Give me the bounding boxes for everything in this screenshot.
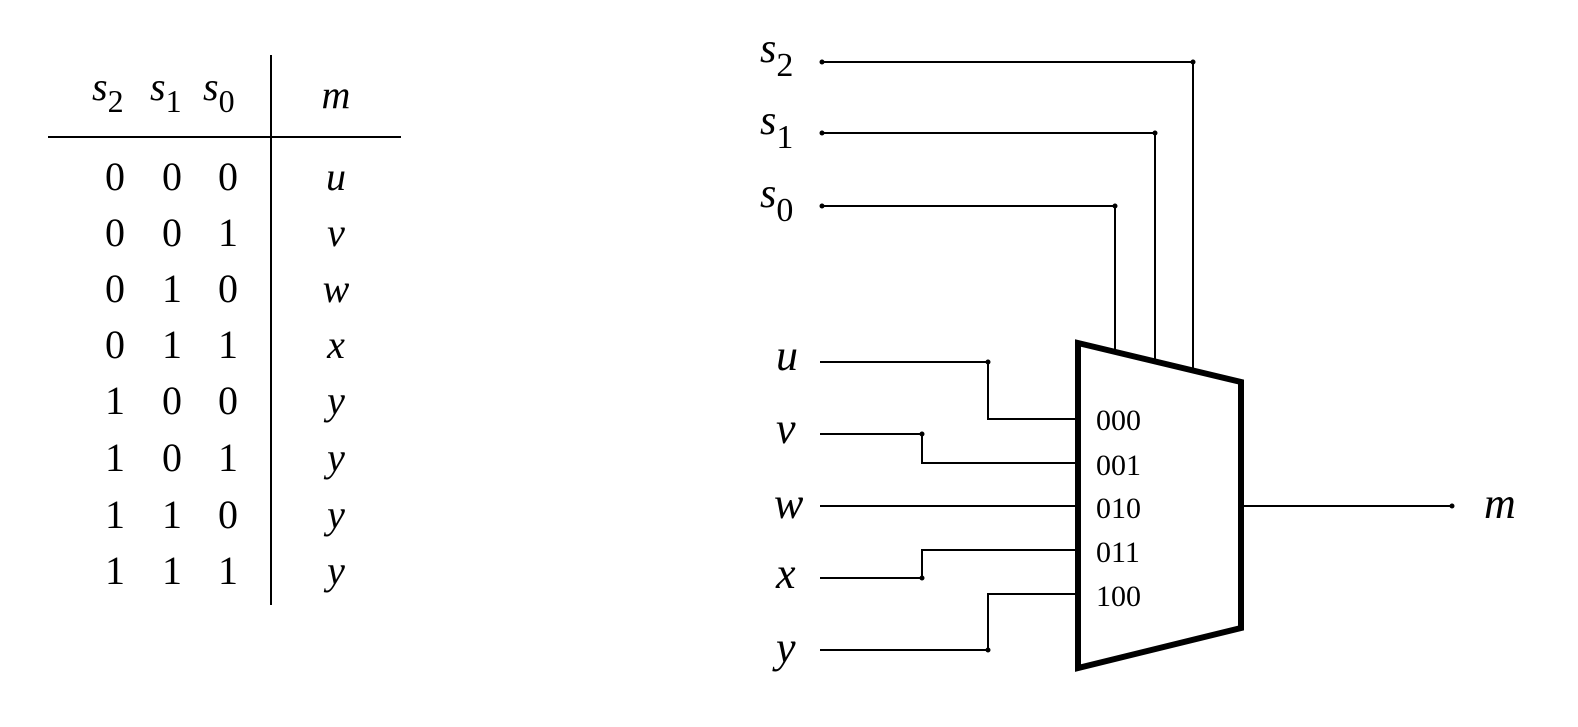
port-label-011: 011 xyxy=(1096,536,1140,569)
cell-s2: 1 xyxy=(105,435,125,480)
wire-v xyxy=(820,433,1078,464)
terminal-m xyxy=(1449,503,1455,509)
input-label-u: u xyxy=(776,331,798,380)
cell-s0: 1 xyxy=(218,548,238,593)
header-s0: s0 xyxy=(203,64,235,119)
cell-s0: 1 xyxy=(218,322,238,367)
cell-s1: 0 xyxy=(162,378,182,423)
cell-s1: 1 xyxy=(162,266,182,311)
terminal-s1 xyxy=(819,130,825,136)
cell-s0: 0 xyxy=(218,378,238,423)
cell-s1: 0 xyxy=(162,210,182,255)
cell-s0: 0 xyxy=(218,154,238,199)
input-label-y: y xyxy=(772,623,796,672)
header-m: m xyxy=(322,72,351,117)
header-s1: s1 xyxy=(150,64,182,119)
cell-s2: 0 xyxy=(105,322,125,367)
multiplexer-body xyxy=(1075,339,1244,672)
table-row: 1 1 0 y xyxy=(105,492,345,537)
cell-m: u xyxy=(326,154,346,199)
cell-s2: 1 xyxy=(105,378,125,423)
cell-s1: 0 xyxy=(162,435,182,480)
bend-dot xyxy=(1112,203,1118,209)
bend-dot xyxy=(919,575,925,581)
cell-m: v xyxy=(327,210,345,255)
header-s2: s2 xyxy=(92,64,124,119)
bend-dot xyxy=(985,647,991,653)
wire-s0 xyxy=(822,205,1116,349)
cell-s1: 0 xyxy=(162,154,182,199)
table-row: 0 0 1 v xyxy=(105,210,345,255)
cell-s2: 1 xyxy=(105,548,125,593)
cell-s0: 1 xyxy=(218,435,238,480)
cell-s0: 0 xyxy=(218,492,238,537)
cell-m: x xyxy=(326,322,345,367)
select-label-s2: s2 xyxy=(760,26,793,84)
cell-m: y xyxy=(323,492,345,537)
truth-table: s2 s1 s0 m 0 0 0 u 0 0 1 v 0 1 0 xyxy=(48,55,401,605)
cell-s2: 0 xyxy=(105,210,125,255)
cell-s0: 0 xyxy=(218,266,238,311)
select-label-s0: s0 xyxy=(760,171,793,229)
select-label-s1: s1 xyxy=(760,98,793,156)
cell-s0: 1 xyxy=(218,210,238,255)
cell-s1: 1 xyxy=(162,322,182,367)
wire-s2 xyxy=(822,61,1194,370)
mux-circuit: s2 s1 s0 u v w x y 000 001 010 xyxy=(760,26,1516,672)
cell-m: y xyxy=(323,548,345,593)
terminal-s2 xyxy=(819,59,825,65)
input-label-w: w xyxy=(774,479,804,528)
input-label-x: x xyxy=(775,549,796,598)
cell-s1: 1 xyxy=(162,492,182,537)
table-row: 1 0 1 y xyxy=(105,435,345,480)
table-row: 0 1 0 w xyxy=(105,266,350,311)
cell-m: w xyxy=(323,266,350,311)
table-rows: 0 0 0 u 0 0 1 v 0 1 0 w 0 1 1 x xyxy=(105,154,350,593)
cell-s2: 1 xyxy=(105,492,125,537)
output-label-m: m xyxy=(1484,479,1516,528)
wire-y xyxy=(820,593,1078,651)
port-label-100: 100 xyxy=(1096,580,1141,613)
cell-s2: 0 xyxy=(105,266,125,311)
wire-u xyxy=(820,361,1078,420)
bend-dot xyxy=(919,431,925,437)
cell-s2: 0 xyxy=(105,154,125,199)
table-row: 0 0 0 u xyxy=(105,154,346,199)
terminal-s0 xyxy=(819,203,825,209)
table-row: 1 1 1 y xyxy=(105,548,345,593)
port-label-001: 001 xyxy=(1096,449,1141,482)
wire-s1 xyxy=(822,132,1156,360)
port-label-010: 010 xyxy=(1096,492,1141,525)
bend-dot xyxy=(1152,130,1158,136)
cell-m: y xyxy=(323,378,345,423)
port-label-000: 000 xyxy=(1096,404,1141,437)
table-row: 0 1 1 x xyxy=(105,322,345,367)
cell-s1: 1 xyxy=(162,548,182,593)
cell-m: y xyxy=(323,435,345,480)
wire-x xyxy=(820,549,1078,579)
bend-dot xyxy=(1190,59,1196,65)
input-label-v: v xyxy=(776,404,796,453)
bend-dot xyxy=(985,359,991,365)
table-row: 1 0 0 y xyxy=(105,378,345,423)
